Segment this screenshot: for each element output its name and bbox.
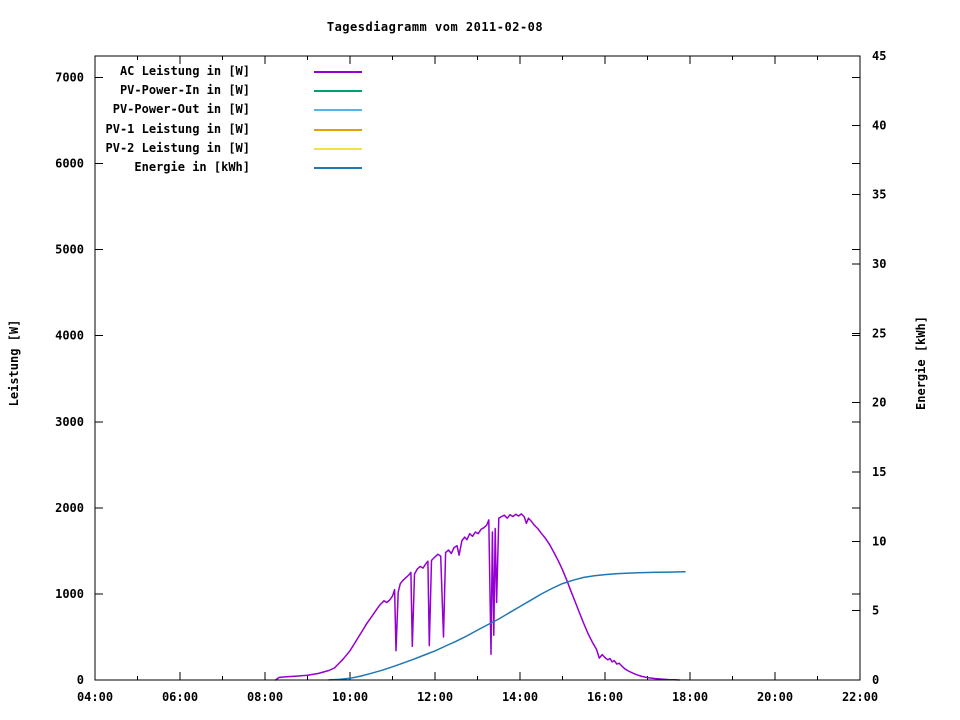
- y2-tick-label: 15: [872, 465, 886, 479]
- y2-tick-label: 20: [872, 396, 886, 410]
- y-tick-label: 4000: [55, 329, 84, 343]
- legend-label: PV-Power-In in [W]: [119, 83, 250, 98]
- x-tick-label: 08:00: [247, 690, 283, 704]
- legend-line-sample: [314, 90, 362, 93]
- x-tick-label: 18:00: [672, 690, 708, 704]
- x-tick-label: 06:00: [162, 690, 198, 704]
- y2-tick-label: 0: [872, 673, 879, 687]
- legend-item: PV-1 Leistung in [W]: [0, 122, 400, 137]
- y2-tick-label: 40: [872, 118, 886, 132]
- y2-tick-label: 10: [872, 534, 886, 548]
- legend-item: PV-Power-Out in [W]: [0, 102, 400, 117]
- x-tick-label: 04:00: [77, 690, 113, 704]
- legend-label: Energie in [kWh]: [134, 160, 250, 174]
- y-tick-label: 1000: [55, 587, 84, 601]
- legend-line-sample: [314, 71, 362, 73]
- y-tick-label: 0: [77, 673, 84, 687]
- legend-line-sample: [314, 147, 362, 150]
- x-tick-label: 20:00: [757, 690, 793, 704]
- y-tick-label: 3000: [55, 415, 84, 429]
- legend-item: AC Leistung in [W]: [0, 64, 400, 79]
- x-tick-label: 12:00: [417, 690, 453, 704]
- plot-border: [94, 55, 861, 681]
- x-tick-label: 22:00: [842, 690, 878, 704]
- legend-label: PV-2 Leistung in [W]: [105, 140, 251, 155]
- legend-line-sample: [314, 109, 362, 112]
- y2-tick-label: 25: [872, 326, 886, 340]
- series-line-5: [328, 571, 686, 681]
- y-tick-label: 7000: [55, 71, 84, 85]
- y-tick-label: 2000: [55, 501, 84, 515]
- y2-tick-label: 5: [872, 604, 879, 618]
- y-tick-label: 5000: [55, 243, 84, 257]
- x-tick-label: 16:00: [587, 690, 623, 704]
- y2-tick-label: 30: [872, 257, 886, 271]
- series-line-0: [274, 513, 681, 681]
- legend-item: PV-2 Leistung in [W]: [0, 141, 400, 156]
- legend-label: AC Leistung in [W]: [119, 64, 250, 78]
- legend-label: PV-Power-Out in [W]: [112, 102, 250, 117]
- legend-label: PV-1 Leistung in [W]: [105, 121, 251, 136]
- legend-item: Energie in [kWh]: [0, 160, 400, 175]
- legend-item: PV-Power-In in [W]: [0, 83, 400, 98]
- x-tick-label: 14:00: [502, 690, 538, 704]
- x-tick-label: 10:00: [332, 690, 368, 704]
- y-tick-label: 6000: [55, 157, 84, 171]
- y2-tick-label: 45: [872, 49, 886, 63]
- chart-title: Tagesdiagramm vom 2011-02-08: [326, 20, 544, 34]
- legend-line-sample: [314, 167, 362, 169]
- legend-line-sample: [314, 128, 362, 131]
- y2-tick-label: 35: [872, 188, 886, 202]
